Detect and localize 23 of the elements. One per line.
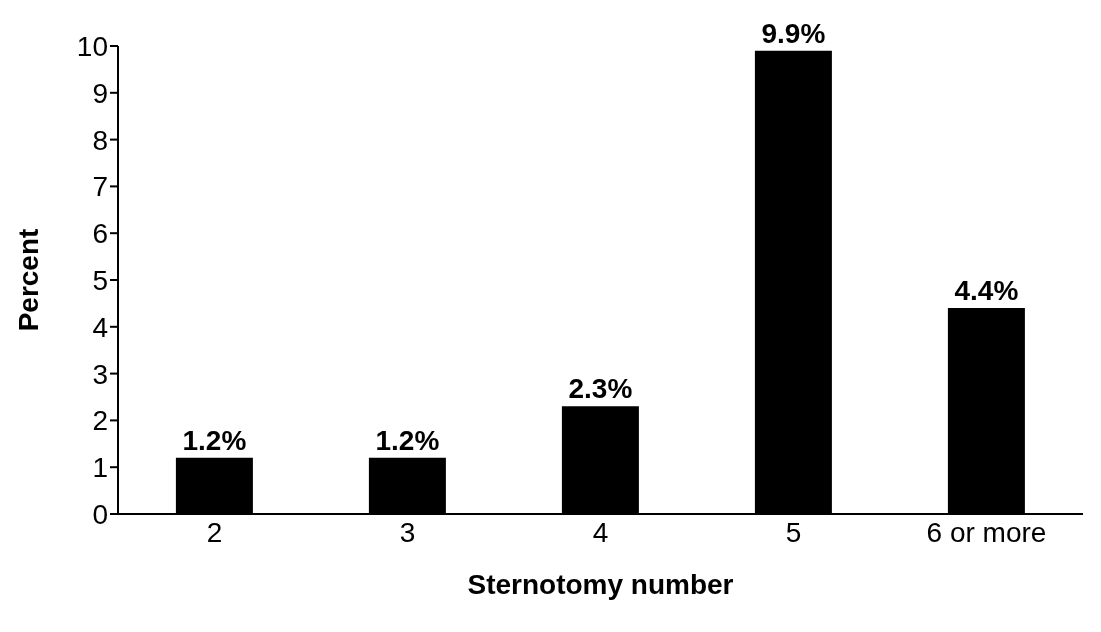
y-tick-label: 8 [92, 124, 108, 156]
y-tick-label: 2 [92, 405, 108, 437]
y-tick-label: 6 [92, 218, 108, 250]
y-tick-label: 1 [92, 452, 108, 484]
data-label: 4.4% [954, 275, 1019, 307]
y-tick-label: 7 [92, 171, 108, 203]
data-label: 1.2% [375, 424, 440, 456]
data-label: 9.9% [761, 17, 826, 49]
y-tick-label: 9 [92, 77, 108, 109]
x-axis-title: Sternotomy number [467, 569, 734, 600]
x-tick-label: 3 [399, 516, 416, 548]
y-tick-label: 0 [92, 498, 108, 530]
y-tick-label: 3 [92, 358, 108, 390]
y-tick-label: 4 [92, 311, 108, 343]
y-tick-label: 5 [92, 264, 108, 296]
data-label: 2.3% [568, 373, 633, 405]
x-tick-label: 5 [785, 516, 802, 548]
x-tick-label: 2 [206, 516, 223, 548]
x-tick-label: 6 or more [926, 516, 1047, 548]
data-label: 1.2% [182, 424, 247, 456]
y-tick-label: 10 [76, 30, 108, 62]
y-axis-title: Percent [12, 228, 44, 332]
x-tick-label: 4 [592, 516, 609, 548]
